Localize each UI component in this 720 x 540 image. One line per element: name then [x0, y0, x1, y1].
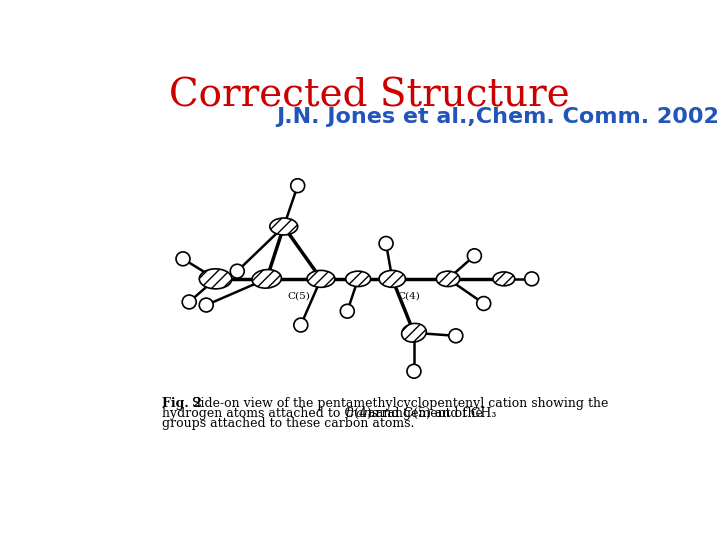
Circle shape: [230, 264, 244, 278]
Text: C(5): C(5): [288, 291, 311, 300]
Circle shape: [199, 298, 213, 312]
Circle shape: [176, 252, 190, 266]
Circle shape: [379, 237, 393, 251]
Circle shape: [525, 272, 539, 286]
Text: Fig. 2: Fig. 2: [162, 397, 202, 410]
Ellipse shape: [493, 272, 515, 286]
Ellipse shape: [307, 271, 335, 287]
Text: Side-on view of the pentamethylcyclopentenyl cation showing the: Side-on view of the pentamethylcyclopent…: [188, 397, 608, 410]
Circle shape: [182, 295, 196, 309]
Ellipse shape: [252, 269, 282, 288]
Circle shape: [341, 304, 354, 318]
Circle shape: [477, 296, 490, 310]
Text: groups attached to these carbon atoms.: groups attached to these carbon atoms.: [162, 417, 415, 430]
Ellipse shape: [402, 323, 426, 342]
Ellipse shape: [199, 269, 232, 289]
Circle shape: [407, 364, 421, 378]
Text: trans: trans: [345, 407, 378, 420]
Ellipse shape: [346, 271, 371, 287]
Ellipse shape: [270, 218, 297, 235]
Circle shape: [467, 249, 482, 262]
Ellipse shape: [379, 271, 405, 287]
Text: hydrogen atoms attached to C(4) and C(5) and the: hydrogen atoms attached to C(4) and C(5)…: [162, 407, 487, 420]
Text: C(4): C(4): [398, 291, 420, 300]
Circle shape: [294, 318, 307, 332]
Circle shape: [291, 179, 305, 193]
Circle shape: [449, 329, 463, 343]
Text: Corrected Structure: Corrected Structure: [168, 77, 570, 114]
Text: J.N. Jones et al.,Chem. Comm. 2002,1520-1521: J.N. Jones et al.,Chem. Comm. 2002,1520-…: [276, 107, 720, 127]
Ellipse shape: [436, 271, 459, 287]
Text: arrangement of CH₃: arrangement of CH₃: [364, 407, 496, 420]
